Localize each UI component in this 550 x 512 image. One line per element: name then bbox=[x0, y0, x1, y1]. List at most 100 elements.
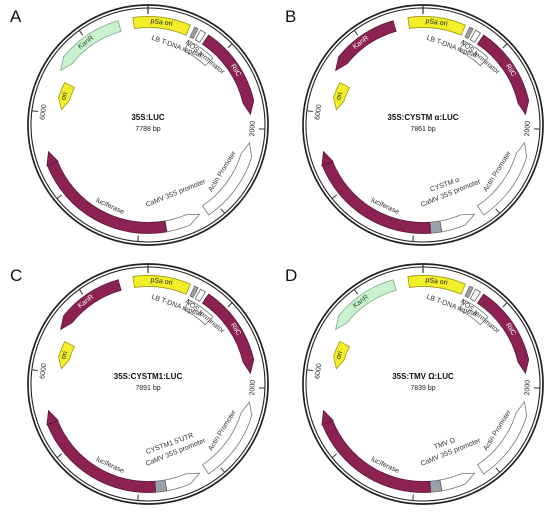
nos-terminator-feature bbox=[458, 40, 489, 67]
panel-letter: C bbox=[10, 266, 22, 285]
ori-feature bbox=[333, 82, 351, 111]
scale-tick bbox=[78, 289, 84, 295]
scale-tick-label: 2000 bbox=[249, 380, 257, 396]
leader-feature bbox=[154, 479, 168, 493]
plasmid-map-d: D1000200030004000500060007000KanRpSa ori… bbox=[285, 263, 544, 505]
psa-ori-label: pSa ori bbox=[425, 18, 448, 28]
scale-tick bbox=[56, 453, 63, 459]
nos-terminator-feature bbox=[183, 40, 214, 67]
luciferase-arrowhead bbox=[321, 409, 334, 426]
luciferase-feature bbox=[321, 419, 431, 493]
plasmid-map-a: A1000200030004000500060007000KanRpSa ori… bbox=[10, 4, 269, 246]
kanr-feature bbox=[60, 20, 122, 72]
ori-label: ori bbox=[60, 350, 69, 360]
camv-35s-promoter-feature bbox=[439, 213, 476, 233]
backbone-outer-ring bbox=[27, 4, 269, 246]
lb-repeat-mark-2 bbox=[194, 29, 207, 43]
plasmid-size: 7839 bp bbox=[410, 385, 435, 392]
camv-35s-promoter-feature bbox=[164, 213, 201, 233]
plasmid-name: 35S:TMV Ω:LUC bbox=[392, 372, 454, 381]
backbone-outer-ring bbox=[27, 263, 269, 505]
ori-feature bbox=[58, 82, 76, 111]
lb-repeat-mark-2 bbox=[469, 29, 482, 43]
scale-tick bbox=[220, 208, 226, 214]
scale-tick bbox=[412, 235, 414, 242]
scale-tick-label: 2000 bbox=[249, 121, 257, 137]
scale-tick bbox=[78, 30, 84, 36]
scale-tick bbox=[220, 467, 226, 473]
riic-feature bbox=[201, 293, 255, 375]
scale-tick-label: 6000 bbox=[314, 363, 323, 379]
panel-letter: B bbox=[285, 7, 296, 26]
psa-ori-feature bbox=[407, 275, 466, 295]
scale-tick-label: 2000 bbox=[524, 121, 532, 137]
actin-promoter-feature bbox=[476, 141, 528, 216]
ori-label: ori bbox=[335, 350, 344, 360]
plasmid-name: 35S:CYSTM α:LUC bbox=[387, 113, 458, 122]
scale-tick-label: 2000 bbox=[524, 380, 532, 396]
scale-tick bbox=[502, 43, 508, 49]
nos-terminator-feature bbox=[183, 299, 214, 326]
scale-tick bbox=[31, 110, 38, 112]
scale-tick bbox=[502, 302, 508, 308]
scale-tick bbox=[495, 208, 501, 214]
luciferase-feature bbox=[46, 419, 156, 493]
ori-label: ori bbox=[60, 91, 69, 101]
nos-terminator-feature bbox=[458, 299, 489, 326]
plasmid-name: 35S:LUC bbox=[131, 113, 165, 122]
scale-tick bbox=[306, 110, 313, 112]
luciferase-arrowhead bbox=[321, 150, 334, 167]
scale-tick bbox=[137, 235, 139, 242]
riic-feature bbox=[476, 34, 530, 116]
scale-tick bbox=[137, 494, 139, 501]
scale-tick bbox=[331, 453, 338, 459]
psa-ori-label: pSa ori bbox=[425, 277, 448, 287]
lb-repeat-mark bbox=[189, 26, 199, 40]
scale-tick bbox=[31, 369, 38, 371]
scale-tick bbox=[227, 302, 233, 308]
riic-feature bbox=[476, 293, 530, 375]
psa-ori-feature bbox=[132, 275, 191, 295]
psa-ori-label: pSa ori bbox=[150, 18, 173, 28]
lb-repeat-mark-2 bbox=[194, 288, 207, 302]
actin-promoter-feature bbox=[476, 400, 528, 475]
scale-tick-label: 6000 bbox=[39, 104, 48, 120]
plasmid-size: 7891 bp bbox=[135, 385, 160, 392]
luciferase-arrowhead bbox=[46, 150, 59, 167]
plasmid-map-b: B1000200030004000500060007000KanRpSa ori… bbox=[285, 4, 544, 246]
kanr-feature bbox=[335, 279, 397, 331]
ori-label: ori bbox=[335, 91, 344, 101]
plasmid-size: 7861 bp bbox=[410, 126, 435, 133]
lb-repeat-mark bbox=[189, 285, 199, 299]
scale-tick bbox=[353, 289, 359, 295]
ori-feature bbox=[333, 341, 351, 370]
panel-letter: D bbox=[285, 266, 297, 285]
scale-tick bbox=[331, 194, 338, 200]
lb-repeat-mark bbox=[464, 285, 474, 299]
luciferase-feature bbox=[46, 160, 168, 234]
kanr-feature bbox=[60, 279, 122, 331]
lb-repeat-mark-2 bbox=[469, 288, 482, 302]
scale-tick bbox=[412, 494, 414, 501]
ori-feature bbox=[58, 341, 76, 370]
scale-tick-label: 6000 bbox=[314, 104, 323, 120]
psa-ori-feature bbox=[132, 16, 191, 36]
psa-ori-label: pSa ori bbox=[150, 277, 173, 287]
scale-tick bbox=[56, 194, 63, 200]
leader-feature bbox=[429, 479, 443, 493]
camv-35s-promoter-label: CaMV 35S promoter bbox=[145, 178, 207, 209]
scale-tick bbox=[495, 467, 501, 473]
panel-letter: A bbox=[10, 7, 22, 26]
camv-35s-promoter-feature bbox=[164, 472, 201, 492]
plasmid-name: 35S:CYSTM1:LUC bbox=[114, 372, 183, 381]
actin-promoter-feature bbox=[201, 141, 253, 216]
leader-feature bbox=[429, 220, 443, 234]
plasmid-map-c: C1000200030004000500060007000KanRpSa ori… bbox=[10, 263, 269, 505]
actin-promoter-feature bbox=[201, 400, 253, 475]
camv-35s-promoter-feature bbox=[439, 472, 476, 492]
luciferase-arrowhead bbox=[46, 409, 59, 426]
scale-tick bbox=[227, 43, 233, 49]
lb-repeat-mark bbox=[464, 26, 474, 40]
